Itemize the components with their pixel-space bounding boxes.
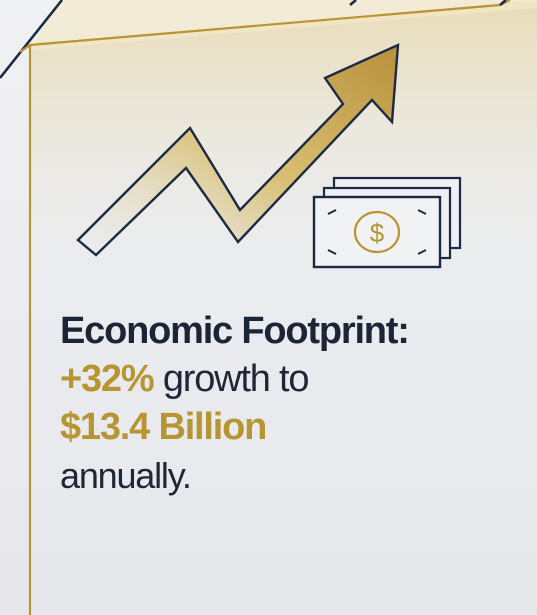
amount-value: $13.4 Billion — [60, 408, 520, 446]
growth-line: +32% growth to — [60, 360, 520, 398]
growth-text: growth to — [163, 358, 309, 400]
growth-value: +32% — [60, 358, 153, 400]
headline-label: Economic Footprint: — [60, 312, 520, 350]
headline-block: Economic Footprint: +32% growth to $13.4… — [60, 312, 520, 494]
period-text: annually. — [60, 458, 520, 494]
svg-text:$: $ — [370, 218, 385, 248]
